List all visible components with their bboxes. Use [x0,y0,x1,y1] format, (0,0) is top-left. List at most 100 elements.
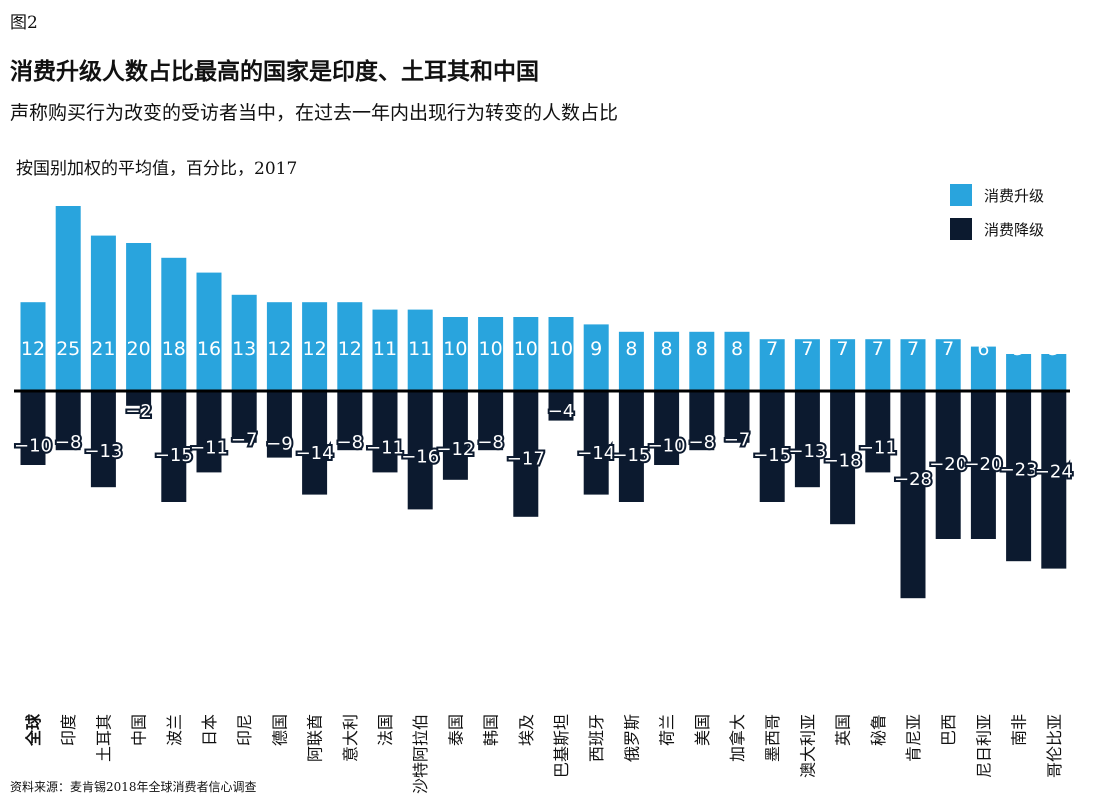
chart-subtitle: 声称购买行为改变的受访者当中，在过去一年内出现行为转变的人数占比 [10,102,619,124]
category-label: 阿联酋 [306,714,325,762]
data-label-upgrade: 10 [443,338,467,360]
bar-downgrade [231,391,257,443]
bar-downgrade [442,391,468,480]
bar-downgrade [90,391,116,488]
legend-swatch-downgrade [950,218,972,240]
bar-downgrade [407,391,433,510]
category-label: 巴基斯坦 [552,714,571,778]
bar-downgrade [337,391,363,451]
bar-upgrade [1041,354,1067,391]
data-label-upgrade: 12 [267,338,291,360]
category-label: 荷兰 [658,714,677,746]
bar-upgrade [548,317,574,391]
data-label-upgrade: 8 [661,338,673,360]
bar-upgrade [407,309,433,391]
bar-upgrade [302,302,328,391]
bar-downgrade [55,391,81,451]
category-label: 哥伦比亚 [1045,714,1064,778]
bar-upgrade [724,331,750,391]
category-label: 加拿大 [728,714,747,762]
bar-upgrade [266,302,292,391]
chart-title: 消费升级人数占比最高的国家是印度、土耳其和中国 [10,58,539,85]
category-label: 美国 [693,714,712,746]
category-label: 巴西 [939,714,958,746]
category-label: 法国 [376,714,395,746]
category-label: 墨西哥 [763,714,782,762]
bar-downgrade [372,391,398,473]
data-label-upgrade: 8 [696,338,708,360]
category-label: 俄罗斯 [622,714,641,762]
bar-downgrade [266,391,292,458]
bar-upgrade [55,206,81,391]
bar-upgrade [794,339,820,391]
bar-upgrade [830,339,856,391]
data-label-downgrade: −8 [55,432,82,453]
bar-downgrade [935,391,961,539]
bar-downgrade [830,391,856,525]
data-label-downgrade: −11 [190,437,228,458]
bar-downgrade [126,391,152,406]
data-label-downgrade: −14 [296,443,334,464]
bar-downgrade [196,391,222,473]
data-label-downgrade: −15 [753,445,791,466]
data-label-downgrade: −13 [788,441,826,462]
category-label: 西班牙 [587,714,606,762]
data-label-downgrade: −18 [824,450,862,471]
data-label-upgrade: 12 [21,338,45,360]
legend-item-upgrade: 消费升级 [950,184,1044,206]
bar-downgrade [1041,391,1067,569]
category-label: 肯尼亚 [904,714,923,762]
data-label-upgrade: 7 [942,338,954,360]
data-label-upgrade: 18 [162,338,186,360]
data-label-upgrade: 12 [338,338,362,360]
data-label-downgrade: −7 [724,429,751,450]
data-label-upgrade: 7 [801,338,813,360]
bar-upgrade [372,309,398,391]
bar-downgrade [583,391,609,495]
data-label-upgrade: 7 [837,338,849,360]
category-label: 印尼 [235,714,254,746]
category-label: 土耳其 [94,714,113,762]
data-label-upgrade: 20 [127,338,151,360]
data-label-upgrade: 7 [872,338,884,360]
bar-upgrade [442,317,468,391]
unit-note: 按国别加权的平均值，百分比，2017 [16,159,298,179]
bar-upgrade [583,324,609,391]
bar-upgrade [935,339,961,391]
bar-upgrade [689,331,715,391]
data-label-downgrade: −24 [1035,461,1073,482]
category-label: 尼日利亚 [974,714,993,778]
data-label-upgrade: 8 [625,338,637,360]
data-label-downgrade: −8 [689,432,716,453]
legend-label-upgrade: 消费升级 [984,186,1045,205]
source-note: 资料来源：麦肯锡2018年全球消费者信心调查 [10,780,257,794]
bar-downgrade [794,391,820,488]
data-label-upgrade: 5 [1013,338,1025,360]
data-label-upgrade: 11 [373,338,397,360]
data-label-downgrade: −7 [231,429,258,450]
data-label-upgrade: 5 [1048,338,1060,360]
bar-upgrade [513,317,539,391]
data-label-upgrade: 13 [232,338,256,360]
figure-label: 图2 [10,13,38,33]
data-label-downgrade: −2 [125,401,152,422]
data-label-upgrade: 7 [907,338,919,360]
data-label-downgrade: −10 [648,436,686,457]
bar-upgrade [20,302,46,391]
category-label: 波兰 [165,714,184,746]
legend-item-downgrade: 消费降级 [950,218,1044,240]
data-label-downgrade: −14 [577,443,615,464]
category-label: 德国 [270,714,289,746]
bar-downgrade [513,391,539,517]
data-label-upgrade: 9 [590,338,602,360]
data-label-downgrade: −20 [929,454,967,475]
data-label-upgrade: 10 [479,338,503,360]
data-label-downgrade: −11 [859,437,897,458]
bar-downgrade [654,391,680,465]
bar-downgrade [724,391,750,443]
bar-downgrade [618,391,644,502]
category-label: 秘鲁 [869,714,888,746]
bar-downgrade [548,391,574,421]
bar-upgrade [1006,354,1032,391]
